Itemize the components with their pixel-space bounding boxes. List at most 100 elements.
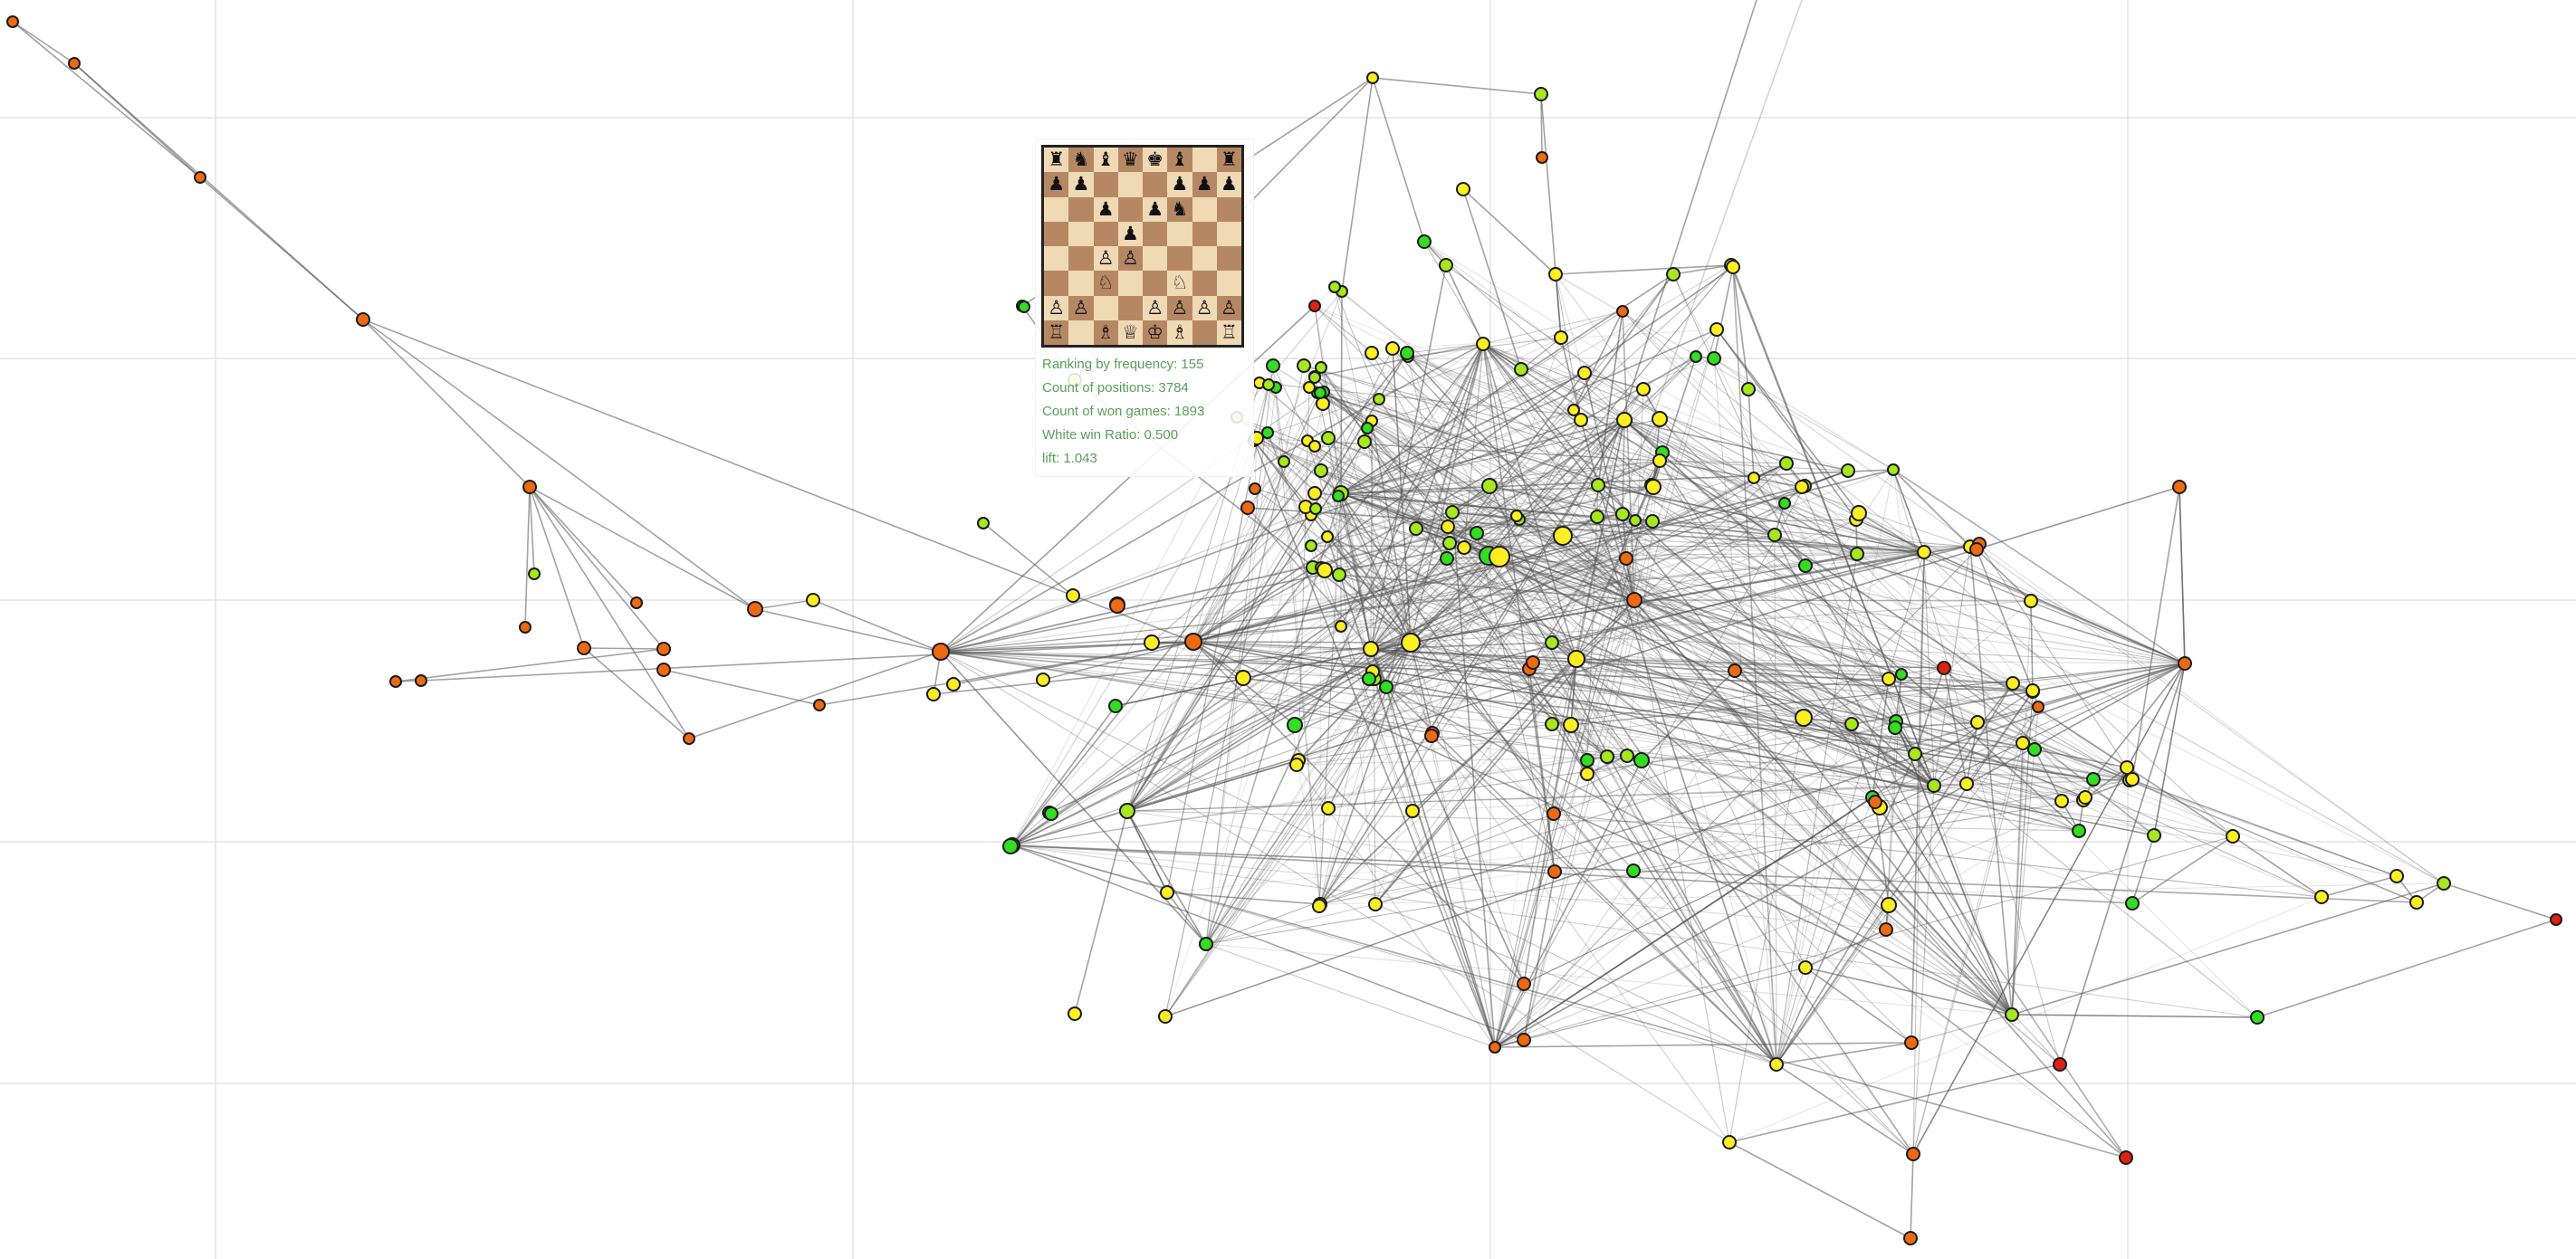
position-node[interactable]	[946, 677, 961, 691]
position-node[interactable]	[1888, 720, 1902, 735]
position-node[interactable]	[1615, 507, 1630, 521]
position-node[interactable]	[519, 621, 531, 634]
position-node[interactable]	[1361, 422, 1374, 434]
position-node[interactable]	[1332, 568, 1346, 582]
position-node[interactable]	[2172, 480, 2187, 494]
position-node[interactable]	[1119, 803, 1135, 819]
position-node[interactable]	[415, 674, 427, 687]
position-node[interactable]	[1266, 358, 1280, 373]
position-node[interactable]	[1308, 371, 1321, 384]
position-node[interactable]	[1332, 490, 1345, 502]
position-node[interactable]	[1619, 551, 1633, 566]
position-node[interactable]	[1666, 267, 1681, 281]
position-node[interactable]	[1335, 620, 1347, 633]
position-node[interactable]	[1314, 463, 1328, 478]
position-node[interactable]	[1316, 396, 1330, 411]
position-node[interactable]	[2078, 790, 2092, 805]
position-node[interactable]	[1307, 486, 1322, 501]
position-node[interactable]	[1044, 806, 1058, 821]
position-node[interactable]	[1726, 260, 1740, 274]
position-node[interactable]	[1645, 514, 1660, 529]
position-node[interactable]	[1315, 361, 1327, 374]
graph-nodes[interactable]	[6, 15, 2562, 1245]
position-node[interactable]	[1908, 747, 1922, 761]
position-node[interactable]	[1517, 977, 1531, 991]
position-node[interactable]	[2409, 895, 2424, 910]
position-node[interactable]	[1563, 717, 1579, 733]
position-node[interactable]	[1554, 330, 1568, 345]
position-node[interactable]	[1514, 362, 1528, 377]
position-node[interactable]	[1882, 672, 1896, 686]
position-node[interactable]	[1457, 540, 1471, 555]
position-node[interactable]	[1489, 1041, 1501, 1054]
position-node[interactable]	[6, 15, 19, 28]
position-node[interactable]	[2006, 676, 2020, 691]
position-node[interactable]	[1309, 502, 1322, 515]
position-node[interactable]	[1321, 801, 1336, 815]
position-node[interactable]	[1795, 480, 1809, 494]
position-node[interactable]	[1937, 661, 1951, 675]
position-node[interactable]	[1769, 1057, 1784, 1072]
position-node[interactable]	[1690, 350, 1702, 363]
position-node[interactable]	[1844, 717, 1859, 731]
position-node[interactable]	[747, 601, 763, 617]
position-node[interactable]	[1144, 634, 1160, 651]
position-node[interactable]	[656, 663, 671, 677]
position-node[interactable]	[2086, 772, 2101, 787]
position-node[interactable]	[2054, 794, 2069, 808]
position-node[interactable]	[1580, 767, 1594, 781]
position-node[interactable]	[1590, 510, 1604, 524]
position-node[interactable]	[1574, 413, 1588, 427]
position-node[interactable]	[1547, 864, 1562, 879]
position-node[interactable]	[1240, 501, 1255, 515]
position-node[interactable]	[1517, 1033, 1531, 1047]
position-node[interactable]	[1424, 729, 1439, 743]
position-node[interactable]	[1547, 806, 1561, 821]
position-node[interactable]	[1158, 1009, 1173, 1024]
position-node[interactable]	[1368, 897, 1383, 911]
position-node[interactable]	[522, 480, 537, 494]
position-node[interactable]	[1722, 1135, 1737, 1149]
position-node[interactable]	[2016, 736, 2030, 750]
position-node[interactable]	[1917, 545, 1931, 559]
position-node[interactable]	[1620, 749, 1634, 763]
position-node[interactable]	[1409, 521, 1423, 536]
position-node[interactable]	[1489, 546, 1510, 568]
position-node[interactable]	[1470, 526, 1484, 540]
position-node[interactable]	[1481, 478, 1498, 494]
position-node[interactable]	[1108, 699, 1123, 713]
position-node[interactable]	[389, 675, 402, 688]
position-node[interactable]	[1357, 434, 1372, 449]
position-node[interactable]	[1442, 536, 1457, 550]
position-node[interactable]	[194, 171, 206, 184]
position-node[interactable]	[1303, 381, 1316, 394]
position-node[interactable]	[1441, 520, 1455, 534]
position-node[interactable]	[630, 596, 643, 609]
position-node[interactable]	[1235, 670, 1251, 686]
position-node[interactable]	[1970, 715, 1985, 730]
position-node[interactable]	[2027, 742, 2042, 757]
position-node[interactable]	[1199, 937, 1213, 951]
position-node[interactable]	[1600, 749, 1614, 764]
position-node[interactable]	[1741, 382, 1756, 396]
position-node[interactable]	[1534, 87, 1548, 101]
position-node[interactable]	[1366, 72, 1379, 84]
position-node[interactable]	[1317, 562, 1333, 578]
position-node[interactable]	[2250, 1010, 2265, 1025]
position-node[interactable]	[1841, 463, 1855, 478]
position-node[interactable]	[683, 732, 695, 745]
position-node[interactable]	[1373, 393, 1385, 405]
position-node[interactable]	[1652, 453, 1667, 468]
position-node[interactable]	[1580, 753, 1594, 768]
position-node[interactable]	[1321, 530, 1334, 543]
position-node[interactable]	[1553, 526, 1573, 546]
position-node[interactable]	[2226, 829, 2240, 844]
position-node[interactable]	[2178, 656, 2192, 671]
position-node[interactable]	[1536, 151, 1548, 164]
position-node[interactable]	[2120, 760, 2134, 775]
position-node[interactable]	[1626, 592, 1642, 608]
position-node[interactable]	[813, 699, 826, 711]
position-node[interactable]	[1109, 597, 1125, 614]
position-node[interactable]	[2072, 824, 2086, 838]
position-node[interactable]	[1510, 510, 1523, 522]
